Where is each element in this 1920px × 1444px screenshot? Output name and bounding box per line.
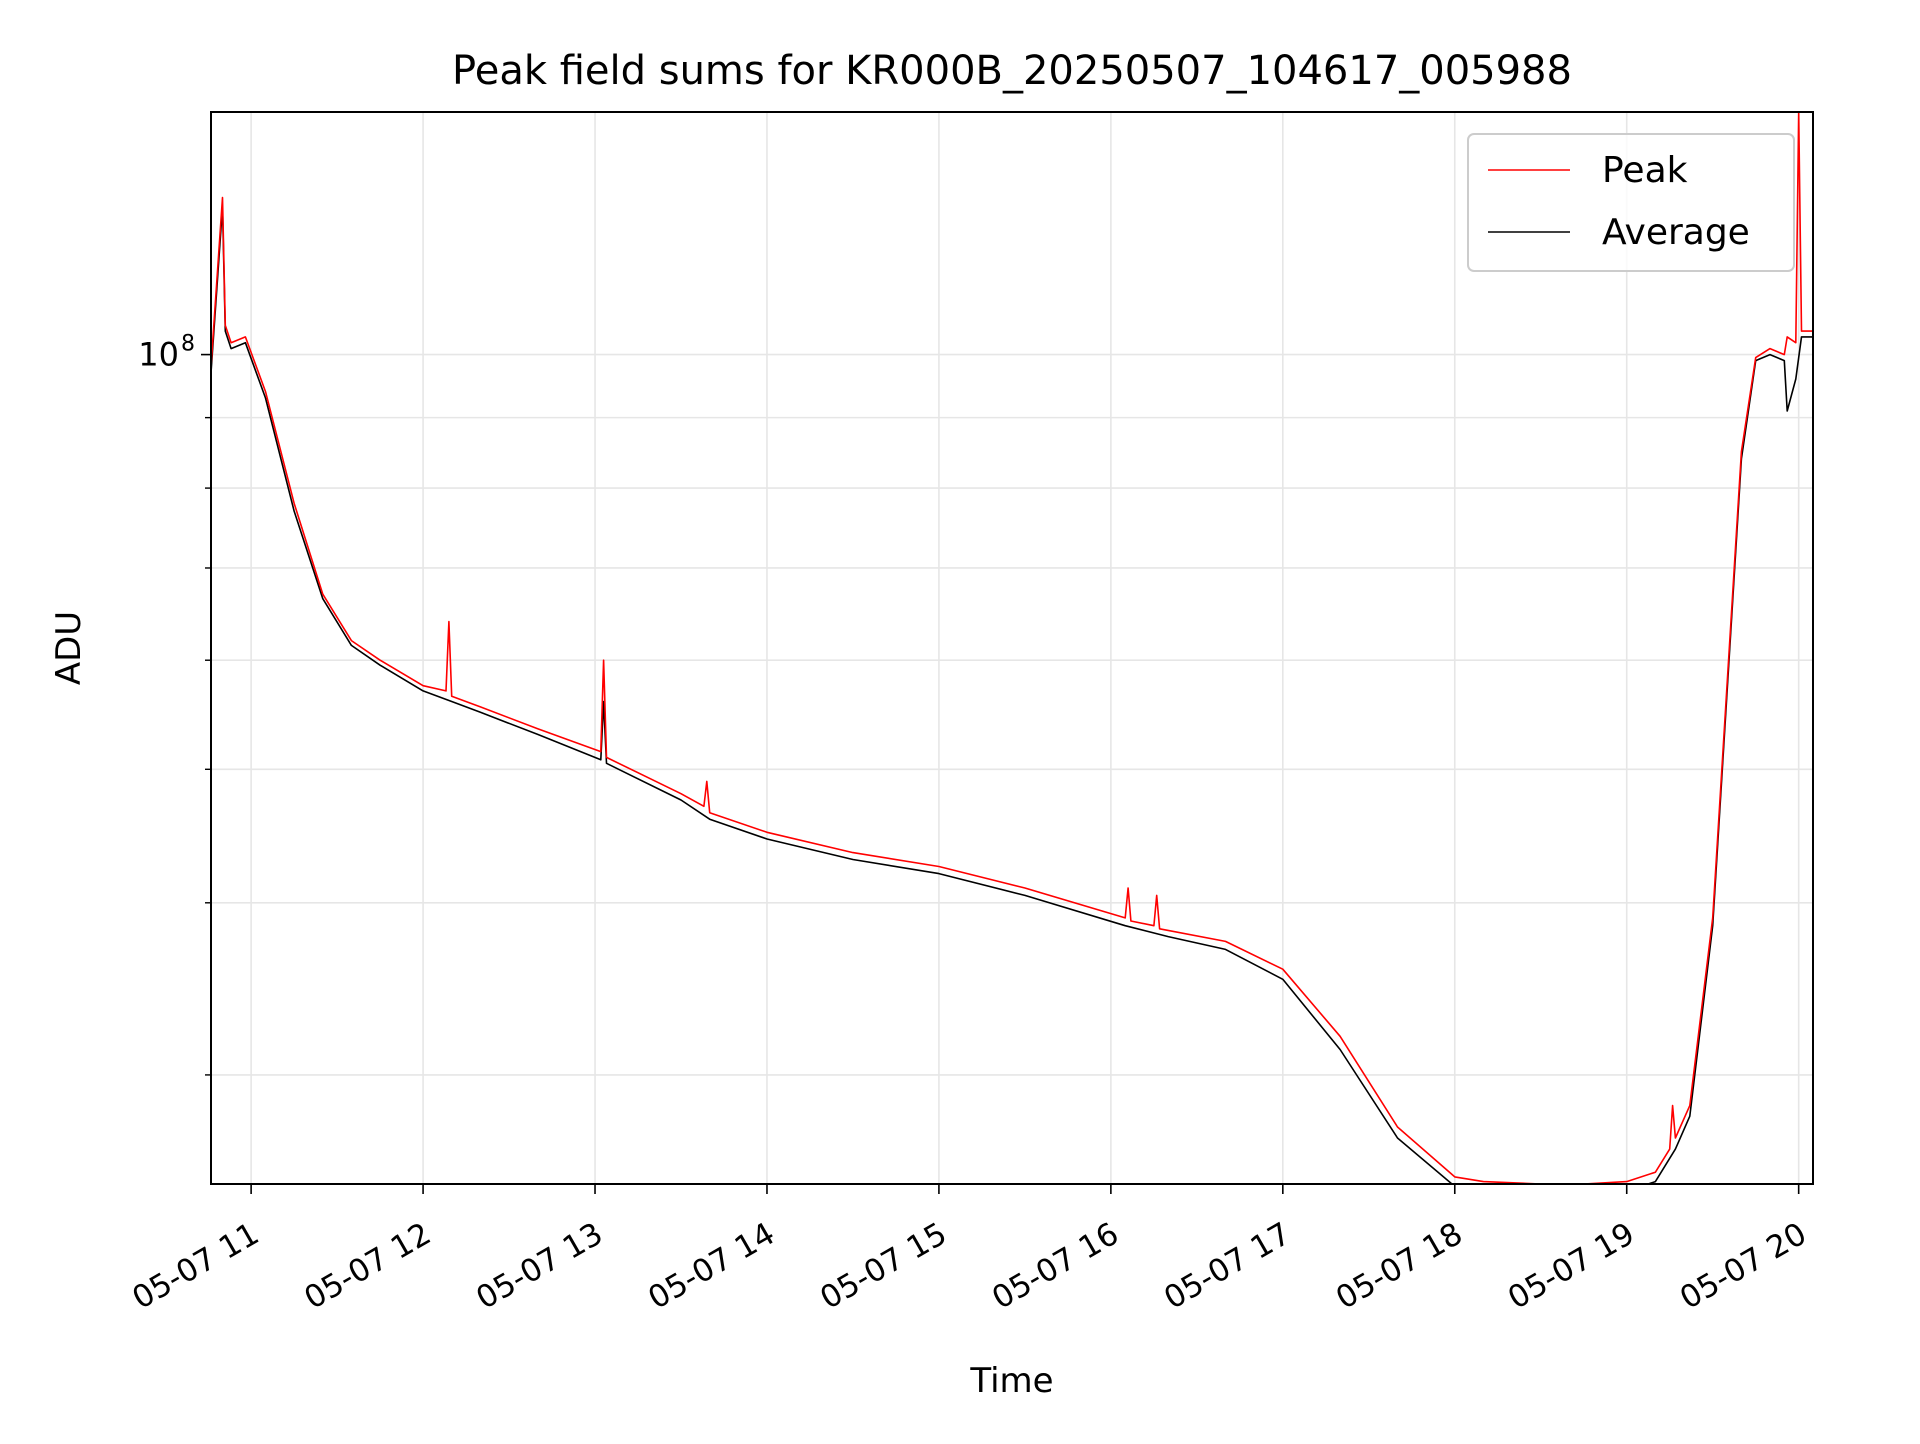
- y-axis-label: ADU: [49, 611, 89, 685]
- series-line-peak: [211, 112, 1813, 1184]
- grid: [211, 112, 1813, 1184]
- legend-label-average: Average: [1602, 212, 1750, 253]
- y-tick-label-base: 10: [138, 336, 179, 374]
- y-tick-label-exponent: 8: [181, 332, 195, 357]
- plot-frame: [210, 111, 1814, 1185]
- x-axis-label: Time: [969, 1361, 1053, 1401]
- legend-label-peak: Peak: [1602, 150, 1688, 191]
- chart-title: Peak field sums for KR000B_20250507_1046…: [452, 48, 1572, 94]
- legend: Peak Average: [1467, 133, 1795, 272]
- y-axis-ticks: 10 8: [138, 332, 211, 1076]
- legend-box: [1467, 133, 1795, 272]
- series-layer: [211, 112, 1813, 1184]
